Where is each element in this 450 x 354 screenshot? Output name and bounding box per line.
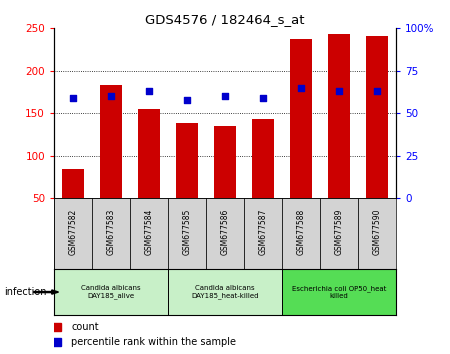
Bar <box>214 126 236 198</box>
Bar <box>138 109 160 198</box>
Bar <box>290 39 312 198</box>
Bar <box>282 198 320 269</box>
Bar <box>168 198 206 269</box>
Point <box>297 85 305 91</box>
Bar <box>54 198 92 269</box>
Text: infection: infection <box>4 287 47 297</box>
Bar <box>252 119 274 198</box>
Text: GSM677589: GSM677589 <box>334 209 343 256</box>
Bar <box>328 34 351 198</box>
Point <box>145 88 153 94</box>
Bar <box>358 198 396 269</box>
Text: Candida albicans
DAY185_heat-killed: Candida albicans DAY185_heat-killed <box>191 285 259 299</box>
Bar <box>92 198 130 269</box>
Point <box>374 88 381 94</box>
Bar <box>176 122 198 198</box>
Bar <box>244 198 282 269</box>
Point <box>221 93 229 99</box>
Text: GSM677587: GSM677587 <box>258 209 267 256</box>
Point <box>69 95 76 101</box>
Point <box>184 97 191 103</box>
Bar <box>54 269 168 315</box>
Bar <box>206 198 244 269</box>
Text: Candida albicans
DAY185_alive: Candida albicans DAY185_alive <box>81 285 141 299</box>
Text: GSM677584: GSM677584 <box>144 209 153 256</box>
Point <box>259 95 266 101</box>
Bar <box>62 169 85 198</box>
Bar <box>99 85 122 198</box>
Text: GSM677590: GSM677590 <box>373 209 382 256</box>
Text: GSM677585: GSM677585 <box>183 209 192 256</box>
Text: Escherichia coli OP50_heat
killed: Escherichia coli OP50_heat killed <box>292 285 386 299</box>
Text: GSM677586: GSM677586 <box>220 209 230 256</box>
Title: GDS4576 / 182464_s_at: GDS4576 / 182464_s_at <box>145 13 305 26</box>
Text: GSM677582: GSM677582 <box>68 209 77 255</box>
Bar <box>365 36 388 198</box>
Text: percentile rank within the sample: percentile rank within the sample <box>71 337 236 348</box>
Bar <box>130 198 168 269</box>
Text: GSM677583: GSM677583 <box>107 209 116 256</box>
Point <box>108 93 115 99</box>
Point <box>335 88 342 94</box>
Bar <box>168 269 282 315</box>
Bar <box>320 198 358 269</box>
Text: count: count <box>71 321 99 332</box>
Bar <box>282 269 396 315</box>
Text: GSM677588: GSM677588 <box>297 209 306 255</box>
